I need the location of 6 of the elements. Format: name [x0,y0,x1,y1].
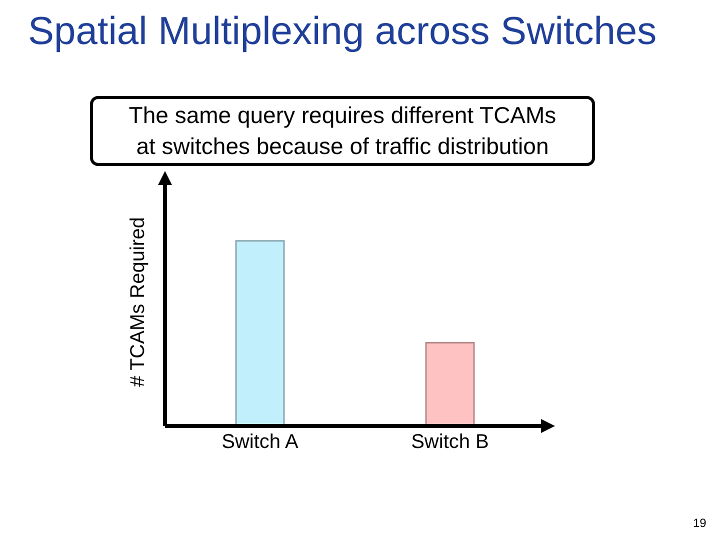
x-tick-label: Switch A [222,431,300,454]
chart-title: Spatial Multiplexing across Switches [28,10,657,54]
x-tick-label: Switch B [411,431,489,454]
callout-box: The same query requires different TCAMs at switches because of traffic distribution [90,96,595,166]
y-axis-title: # TCAMs Required [127,217,150,387]
text: 19 [693,516,706,530]
